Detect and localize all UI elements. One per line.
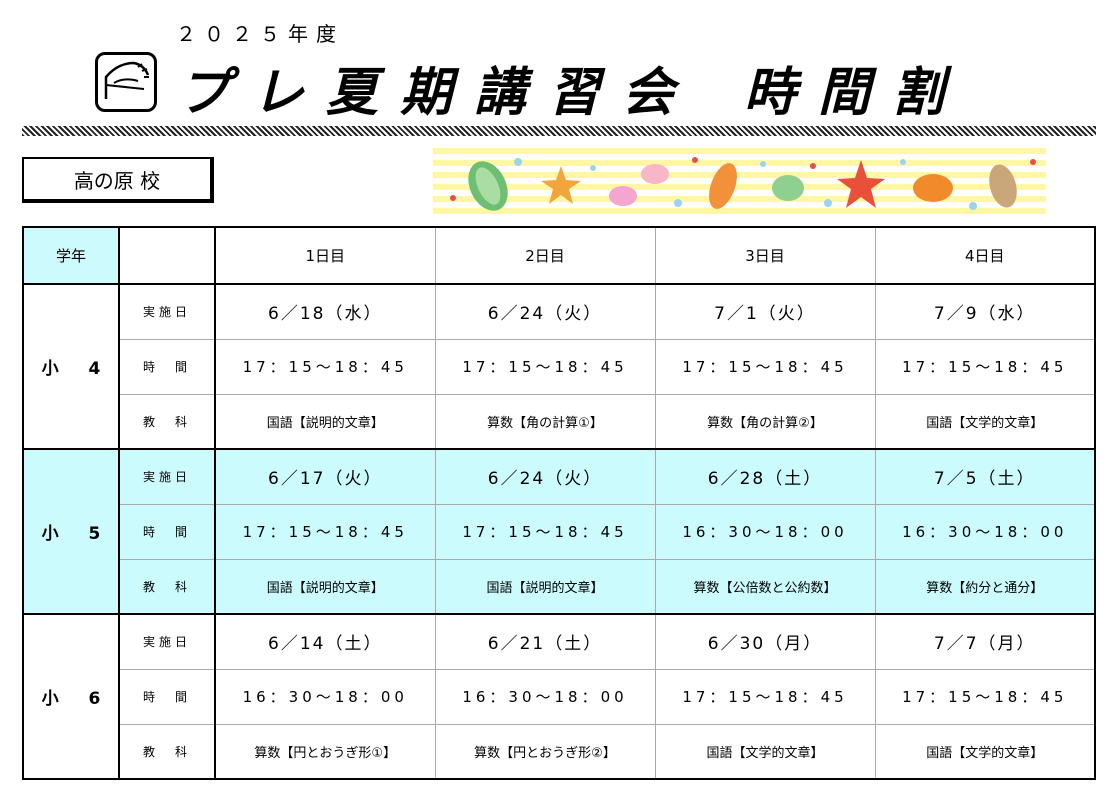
table-row: 小 6 実施日 6／14（土） 6／21（土） 6／30（月） 7／7（月） [22,613,1096,780]
subject-cell: 国語【文学的文章】 [874,393,1096,450]
table-row: 教 科 算数【円とおうぎ形①】 算数【円とおうぎ形②】 国語【文学的文章】 国語… [23,723,1096,780]
title-sub: 時間割 [744,63,967,123]
subject-cell: 国語【文学的文章】 [654,723,876,780]
school-name-box: 高の原 校 [22,157,214,203]
grade-cell: 小 6 [22,613,120,780]
horse-logo-icon [95,52,157,112]
time-cell: 16：30～18：00 [434,668,656,725]
subject-cell: 算数【円とおうぎ形②】 [434,723,656,780]
subject-cell: 算数【角の計算①】 [434,393,656,450]
date-cell: 6／24（火） [434,283,656,340]
time-cell: 17：15～18：45 [434,503,656,560]
subject-cell: 国語【説明的文章】 [434,558,656,615]
date-label: 実施日 [118,283,216,340]
hatched-divider [22,126,1096,136]
table-row: 時 間 17：15～18：45 17：15～18：45 16：30～18：00 … [23,503,1096,560]
time-cell: 16：30～18：00 [654,503,876,560]
time-cell: 17：15～18：45 [214,338,436,395]
subject-cell: 国語【説明的文章】 [214,393,436,450]
grade-cell: 小 4 [22,283,120,450]
time-cell: 17：15～18：45 [214,503,436,560]
seashell-banner [433,148,1046,218]
table-row: 時 間 17：15～18：45 17：15～18：45 17：15～18：45 … [23,338,1096,395]
day-header: 2日目 [434,226,656,285]
subject-cell: 算数【円とおうぎ形①】 [214,723,436,780]
time-label: 時 間 [118,338,216,395]
grade-cell: 小 5 [22,448,120,615]
label-header [118,226,216,285]
time-label: 時 間 [118,668,216,725]
date-cell: 6／28（土） [654,448,876,505]
table-row: 小 5 実施日 6／17（火） 6／24（火） 6／28（土） 7／5（土） [22,448,1096,615]
page-title: プレ夏期講習会 時間割 [178,50,966,125]
table-row: 時 間 16：30～18：00 16：30～18：00 17：15～18：45 … [23,668,1096,725]
date-cell: 6／14（土） [214,613,436,670]
subject-cell: 国語【説明的文章】 [214,558,436,615]
date-cell: 6／18（水） [214,283,436,340]
day-header: 3日目 [654,226,876,285]
time-cell: 17：15～18：45 [874,338,1096,395]
subject-cell: 算数【約分と通分】 [874,558,1096,615]
time-cell: 17：15～18：45 [654,338,876,395]
date-cell: 6／17（火） [214,448,436,505]
date-cell: 7／1（火） [654,283,876,340]
subject-cell: 算数【公倍数と公約数】 [654,558,876,615]
subject-label: 教 科 [118,558,216,615]
date-cell: 6／21（土） [434,613,656,670]
table-row: 教 科 国語【説明的文章】 国語【説明的文章】 算数【公倍数と公約数】 算数【約… [23,558,1096,615]
grade-header: 学年 [22,226,120,285]
timetable: 学年 1日目 2日目 3日目 4日目 小 4 実施日 6／18（水） 6／24（… [22,226,1096,780]
date-label: 実施日 [118,613,216,670]
time-cell: 17：15～18：45 [874,668,1096,725]
subject-label: 教 科 [118,723,216,780]
date-cell: 6／30（月） [654,613,876,670]
date-cell: 7／9（水） [874,283,1096,340]
year-label: ２０２５年度 [176,22,344,46]
starfish-icon [541,166,581,204]
table-row: 小 4 実施日 6／18（水） 6／24（火） 7／1（火） 7／9（水） [22,283,1096,450]
table-row: 教 科 国語【説明的文章】 算数【角の計算①】 算数【角の計算②】 国語【文学的… [23,393,1096,450]
time-cell: 16：30～18：00 [214,668,436,725]
time-cell: 16：30～18：00 [874,503,1096,560]
date-cell: 6／24（火） [434,448,656,505]
date-label: 実施日 [118,448,216,505]
seashell-icon [468,161,508,211]
title-main: プレ夏期講習会 [178,63,697,123]
date-cell: 7／7（月） [874,613,1096,670]
date-cell: 7／5（土） [874,448,1096,505]
time-cell: 17：15～18：45 [654,668,876,725]
subject-cell: 算数【角の計算②】 [654,393,876,450]
time-cell: 17：15～18：45 [434,338,656,395]
time-label: 時 間 [118,503,216,560]
subject-label: 教 科 [118,393,216,450]
day-header: 1日目 [214,226,436,285]
day-header: 4日目 [874,226,1096,285]
subject-cell: 国語【文学的文章】 [874,723,1096,780]
